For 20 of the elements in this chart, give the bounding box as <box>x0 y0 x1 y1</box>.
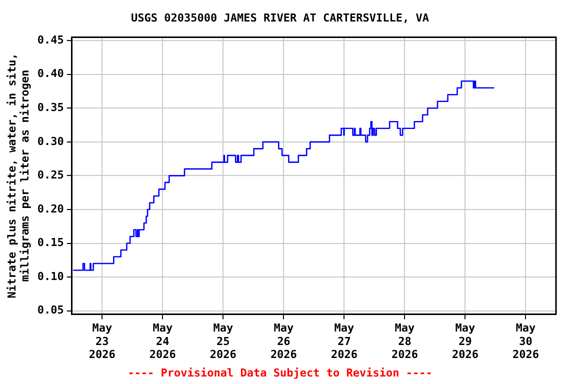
y-tick-label: 0.30 <box>37 134 64 148</box>
x-tick-label: May 28 2026 <box>391 322 418 362</box>
x-tick-label: May 30 2026 <box>512 322 540 362</box>
y-axis-title: Nitrate plus nitrite, water, in situ, milligrams per liter as nitrogen <box>5 53 32 298</box>
y-tick-label: 0.45 <box>37 33 64 46</box>
y-tick-label: 0.35 <box>37 101 64 114</box>
text: ---- Provisional Data Subject to Revision ---- <box>128 366 432 380</box>
x-tick-label: May 27 2026 <box>330 322 358 362</box>
y-tick-label: 0.25 <box>37 168 64 182</box>
y-tick-label: 0.15 <box>37 236 64 250</box>
x-tick-label: May 24 2026 <box>149 322 176 362</box>
y-tick-label: 0.05 <box>37 304 64 317</box>
y-tick-label: 0.40 <box>37 67 64 80</box>
y-tick-label: 0.20 <box>37 202 64 216</box>
chart-title: USGS 02035000 JAMES RIVER AT CARTERSVILLE, VA <box>130 11 430 24</box>
x-tick-label: May 29 2026 <box>452 322 479 362</box>
y-tick-label: 0.10 <box>37 270 64 283</box>
x-tick-label: May 25 2026 <box>210 322 237 362</box>
x-tick-label: May 26 2026 <box>270 322 298 362</box>
x-tick-label: May 23 2026 <box>88 322 116 362</box>
